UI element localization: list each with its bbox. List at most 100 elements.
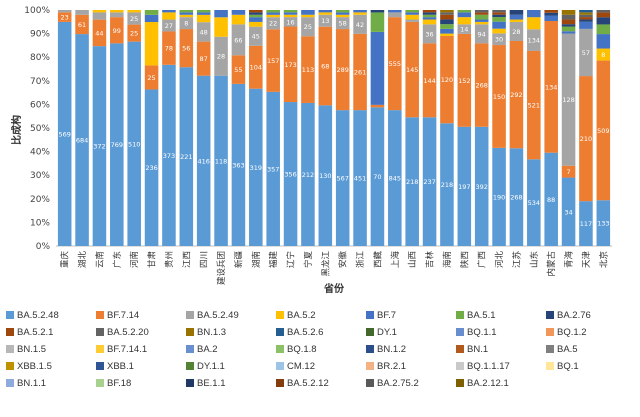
bar-segment (405, 10, 419, 13)
data-label: 8 (184, 20, 188, 28)
legend-swatch (546, 328, 554, 336)
legend-label: BN.1.1 (17, 378, 47, 389)
legend-item: BF.7.14 (96, 310, 139, 321)
bar-segment (127, 10, 141, 13)
x-tick-label: 江苏 (511, 251, 522, 269)
legend-item: BA.5.2 (276, 310, 316, 321)
data-label: 190 (493, 193, 505, 201)
legend-item: BN.1.3 (186, 327, 226, 338)
bar-segment (249, 17, 263, 22)
data-label: 218 (406, 178, 418, 186)
legend-item: BQ.1.1 (456, 327, 497, 338)
bar-segment (301, 102, 315, 246)
data-label: 130 (319, 172, 331, 180)
bar-segment (388, 17, 402, 111)
legend-item: BA.5.2.12 (276, 378, 329, 389)
data-label: 157 (267, 57, 279, 65)
data-label: 45 (252, 33, 260, 41)
bar-segment (231, 24, 246, 56)
bar-segment (249, 14, 263, 18)
x-tick-label: 广东 (112, 251, 123, 268)
bar-segment (474, 19, 489, 22)
bar-segment (509, 19, 524, 22)
legend-swatch (366, 362, 374, 370)
data-label: 27 (165, 22, 173, 30)
x-tick-label: 山东 (529, 251, 540, 268)
data-label: 70 (373, 173, 381, 181)
data-label: 144 (423, 77, 435, 85)
bar-segment (388, 10, 402, 13)
data-label: 56 (182, 45, 190, 53)
bar-segment (301, 36, 315, 103)
bar-segment (196, 41, 211, 76)
data-label: 134 (545, 83, 557, 91)
legend-swatch (366, 379, 374, 387)
bar-segment (283, 12, 298, 15)
bar-segment (422, 17, 437, 20)
legend-item: BN.1.1 (6, 378, 46, 389)
y-tick-label: 10% (30, 218, 50, 228)
bar-segment (422, 43, 437, 118)
legend-swatch (366, 311, 374, 319)
bar-segment (231, 55, 246, 84)
bar-segment (301, 14, 315, 18)
y-tick-label: 80% (30, 53, 50, 63)
legend-item: CM.12 (276, 361, 315, 372)
data-label: 61 (78, 21, 86, 29)
bar-segment (110, 43, 124, 247)
data-label: 13 (321, 17, 329, 25)
bar-segment (57, 21, 72, 247)
bar-segment (179, 14, 194, 18)
bar-segment (162, 31, 176, 65)
data-label: 392 (475, 183, 487, 191)
bar-segment (335, 10, 350, 13)
bar-segment (162, 64, 176, 246)
legend-label: DY.1.1 (197, 361, 225, 372)
legend-item: BA.2.12.1 (456, 378, 509, 389)
bar-segment (509, 21, 524, 41)
bar-segment (75, 14, 89, 35)
x-tick-label: 西藏 (372, 251, 383, 269)
bar-segment (561, 10, 576, 15)
bar-segment (422, 117, 437, 247)
bar-segment (318, 14, 333, 27)
bar-segment (440, 10, 454, 13)
bar-segment (596, 48, 611, 61)
bar-segment (440, 28, 454, 34)
legend-swatch (276, 328, 284, 336)
bar-segment (527, 159, 541, 246)
bar-segment (266, 91, 280, 246)
bars: 5692368461372447699951025252362537378272… (57, 10, 611, 247)
bar-segment (266, 12, 280, 15)
y-tick-label: 90% (30, 30, 50, 40)
data-label: 534 (528, 199, 540, 207)
bar-segment (231, 14, 246, 25)
legend-swatch (186, 362, 194, 370)
legend-label: BA.5.2.48 (17, 310, 59, 321)
legend-label: XBB.1.5 (17, 361, 52, 372)
x-tick-label: 天津 (581, 251, 592, 269)
legend-swatch (366, 328, 374, 336)
legend-swatch (96, 311, 104, 319)
bar-segment (144, 89, 159, 246)
x-axis-title: 省份 (323, 282, 345, 295)
x-axis: 重庆 湖北 云南 广东 河南 甘肃 贵州 江西 四川 建设兵团 新疆 湖南 福建 辽宁 宁夏 黑龙江 安徽 浙江西… (60, 251, 610, 286)
legend-item: BA.5.2.20 (96, 327, 149, 338)
bar-segment (353, 110, 367, 247)
y-tick-label: 20% (30, 195, 50, 205)
bar-segment (92, 46, 107, 247)
data-label: 22 (269, 20, 277, 28)
data-label: 769 (111, 141, 123, 149)
data-label: 120 (441, 76, 453, 84)
x-tick-label: 辽宁 (286, 251, 297, 268)
bar-segment (301, 17, 315, 37)
bar-segment (214, 10, 228, 18)
legend-item: BF.18 (96, 378, 131, 389)
bar-segment (301, 10, 315, 15)
bar-segment (249, 88, 263, 246)
data-label: 521 (528, 102, 540, 110)
legend-item: BQ.1.1.17 (456, 361, 510, 372)
bar-segment (457, 12, 472, 18)
data-label: 25 (130, 30, 138, 38)
y-tick-label: 100% (24, 6, 50, 16)
